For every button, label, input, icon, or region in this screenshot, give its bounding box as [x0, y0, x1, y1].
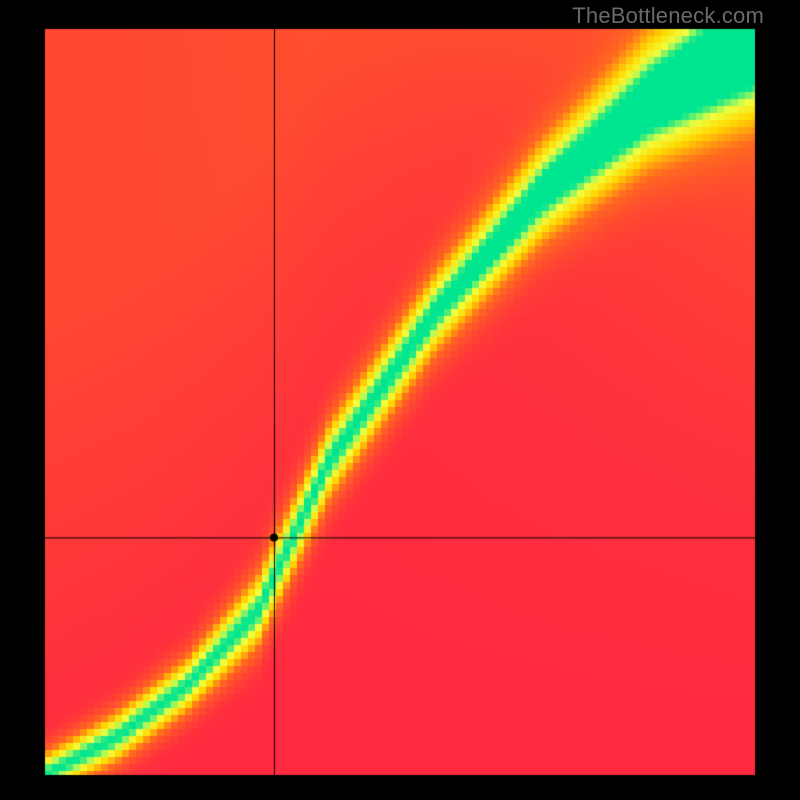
chart-container: TheBottleneck.com	[0, 0, 800, 800]
watermark-label: TheBottleneck.com	[572, 3, 764, 29]
bottleneck-heatmap	[0, 0, 800, 800]
